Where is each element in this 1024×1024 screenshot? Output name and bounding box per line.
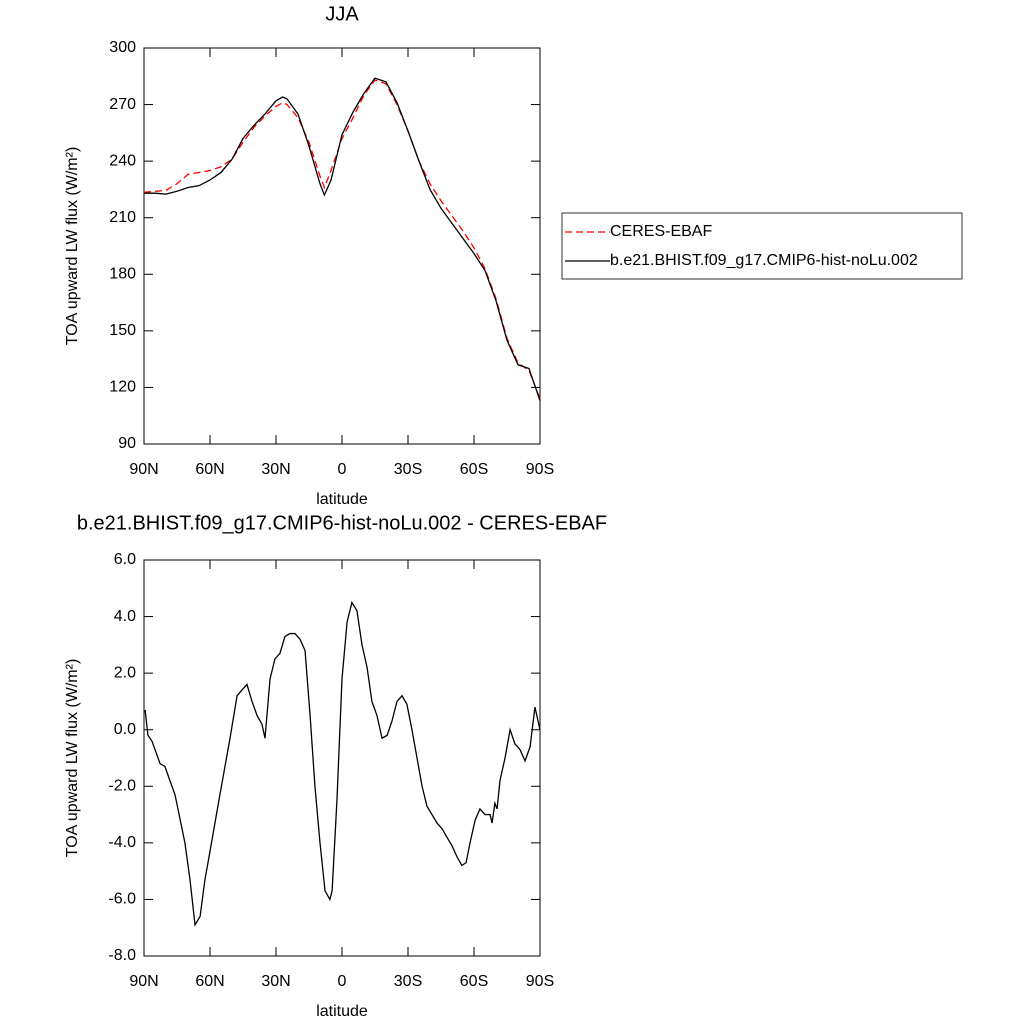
y-tick-label: -8.0 (108, 947, 136, 964)
y-tick-label: 270 (109, 96, 136, 113)
y-axis-label: TOA upward LW flux (W/m²) (64, 659, 81, 858)
plot-frame (143, 559, 541, 957)
x-tick-label: 30S (394, 461, 422, 478)
y-tick-label: 2.0 (114, 664, 136, 681)
y-tick-label: 210 (109, 209, 136, 226)
data-line (144, 77, 541, 401)
x-tick-label: 60N (195, 461, 224, 478)
x-tick-label: 90N (129, 973, 158, 990)
x-tick-label: 60S (460, 461, 488, 478)
x-tick-label: 0 (338, 973, 347, 990)
x-axis-label: latitude (316, 491, 368, 508)
chart-title: b.e21.BHIST.f09_g17.CMIP6-hist-noLu.002 … (77, 512, 607, 534)
x-tick-label: 30N (261, 973, 290, 990)
data-line (143, 79, 541, 399)
y-tick-label: 90 (118, 435, 136, 452)
y-tick-label: 180 (109, 266, 136, 283)
x-tick-label: 30N (261, 461, 290, 478)
plot-frame (143, 47, 541, 445)
y-axis-label: TOA upward LW flux (W/m²) (64, 147, 81, 346)
chart-title: JJA (325, 3, 359, 25)
x-tick-label: 0 (338, 461, 347, 478)
y-tick-label: -6.0 (108, 891, 136, 908)
legend-label: CERES-EBAF (610, 223, 712, 240)
x-tick-label: 90S (526, 461, 554, 478)
x-tick-label: 90S (526, 973, 554, 990)
y-tick-label: 150 (109, 322, 136, 339)
y-tick-label: 300 (109, 39, 136, 56)
legend-label: b.e21.BHIST.f09_g17.CMIP6-hist-noLu.002 (610, 252, 918, 269)
y-tick-label: 6.0 (114, 551, 136, 568)
x-tick-label: 90N (129, 461, 158, 478)
y-tick-label: -4.0 (108, 834, 136, 851)
y-tick-label: 4.0 (114, 608, 136, 625)
data-line (144, 600, 541, 927)
y-tick-label: -2.0 (108, 778, 136, 795)
y-tick-label: 0.0 (114, 721, 136, 738)
x-axis-label: latitude (316, 1003, 368, 1020)
legend-box (561, 212, 963, 280)
y-tick-label: 120 (109, 379, 136, 396)
x-tick-label: 60N (195, 973, 224, 990)
x-tick-label: 60S (460, 973, 488, 990)
x-tick-label: 30S (394, 973, 422, 990)
y-tick-label: 240 (109, 152, 136, 169)
